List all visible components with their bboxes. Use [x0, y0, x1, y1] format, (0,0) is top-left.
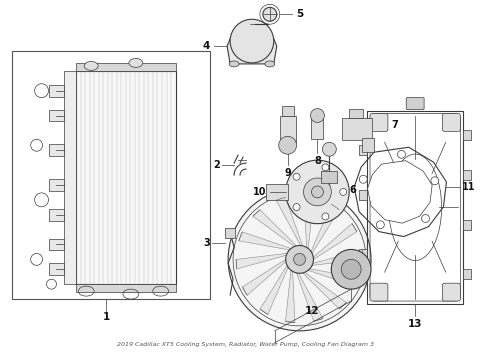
Bar — [64, 71, 76, 284]
Bar — [321, 171, 337, 183]
Polygon shape — [276, 198, 303, 246]
Polygon shape — [253, 210, 296, 247]
Bar — [280, 116, 295, 143]
Bar — [49, 209, 64, 221]
Bar — [49, 109, 64, 121]
Ellipse shape — [84, 62, 98, 70]
Bar — [464, 220, 471, 230]
Circle shape — [322, 142, 336, 156]
Circle shape — [228, 188, 371, 331]
Ellipse shape — [129, 58, 143, 67]
Bar — [464, 269, 471, 279]
Circle shape — [230, 19, 274, 63]
Circle shape — [322, 213, 329, 220]
Text: 10: 10 — [253, 187, 267, 197]
Polygon shape — [239, 232, 291, 250]
Bar — [49, 144, 64, 156]
Text: 8: 8 — [314, 156, 321, 166]
Text: 3: 3 — [203, 238, 210, 248]
Bar — [266, 184, 288, 200]
Bar — [49, 264, 64, 275]
Text: 12: 12 — [305, 306, 320, 316]
Circle shape — [359, 175, 367, 183]
Circle shape — [331, 249, 371, 289]
Bar — [342, 118, 372, 140]
Circle shape — [263, 7, 277, 21]
Circle shape — [279, 136, 296, 154]
Circle shape — [312, 186, 323, 198]
Text: 4: 4 — [202, 41, 210, 51]
Bar — [464, 170, 471, 180]
Circle shape — [286, 246, 314, 273]
Bar — [12, 51, 210, 299]
Circle shape — [286, 160, 349, 224]
Text: 1: 1 — [102, 312, 110, 322]
FancyBboxPatch shape — [370, 283, 388, 301]
Circle shape — [431, 177, 439, 185]
Text: 7: 7 — [392, 121, 398, 130]
Polygon shape — [304, 196, 314, 248]
Text: 2019 Cadillac XT5 Cooling System, Radiator, Water Pump, Cooling Fan Diagram 3: 2019 Cadillac XT5 Cooling System, Radiat… — [117, 342, 373, 347]
Circle shape — [322, 164, 329, 171]
Text: 13: 13 — [408, 319, 422, 329]
Bar — [49, 179, 64, 191]
Bar — [349, 109, 363, 118]
Bar — [225, 228, 235, 238]
Circle shape — [397, 150, 405, 158]
Polygon shape — [296, 273, 323, 321]
Ellipse shape — [229, 61, 239, 67]
Ellipse shape — [389, 154, 441, 261]
Polygon shape — [312, 250, 363, 265]
Text: 9: 9 — [284, 168, 291, 178]
Text: 5: 5 — [296, 9, 303, 19]
Bar — [282, 105, 294, 116]
Bar — [359, 190, 367, 200]
Polygon shape — [243, 260, 286, 295]
FancyBboxPatch shape — [370, 113, 388, 131]
Polygon shape — [286, 270, 295, 323]
Bar — [49, 239, 64, 251]
Ellipse shape — [265, 61, 275, 67]
Polygon shape — [311, 204, 339, 253]
Bar — [49, 85, 64, 96]
Circle shape — [311, 109, 324, 122]
Polygon shape — [260, 265, 288, 314]
Circle shape — [303, 178, 331, 206]
FancyBboxPatch shape — [442, 283, 460, 301]
Polygon shape — [227, 26, 277, 64]
Bar — [362, 138, 374, 152]
Circle shape — [376, 221, 384, 229]
Circle shape — [293, 204, 300, 211]
Bar — [76, 284, 175, 292]
Bar — [76, 63, 175, 71]
Polygon shape — [308, 269, 360, 287]
Bar — [359, 145, 367, 155]
Circle shape — [294, 253, 306, 265]
Text: 11: 11 — [462, 182, 475, 192]
Polygon shape — [368, 161, 432, 223]
FancyBboxPatch shape — [442, 113, 460, 131]
Polygon shape — [236, 253, 287, 269]
Text: 2: 2 — [213, 160, 220, 170]
Circle shape — [341, 260, 361, 279]
Text: 6: 6 — [350, 185, 357, 195]
Polygon shape — [303, 272, 346, 309]
FancyBboxPatch shape — [406, 98, 424, 109]
Circle shape — [293, 173, 300, 180]
Bar — [359, 249, 367, 260]
Circle shape — [340, 188, 347, 195]
Circle shape — [421, 215, 430, 222]
Bar — [367, 111, 464, 304]
Bar — [76, 71, 175, 284]
Bar — [464, 130, 471, 140]
Bar — [312, 117, 323, 139]
Polygon shape — [313, 224, 357, 260]
